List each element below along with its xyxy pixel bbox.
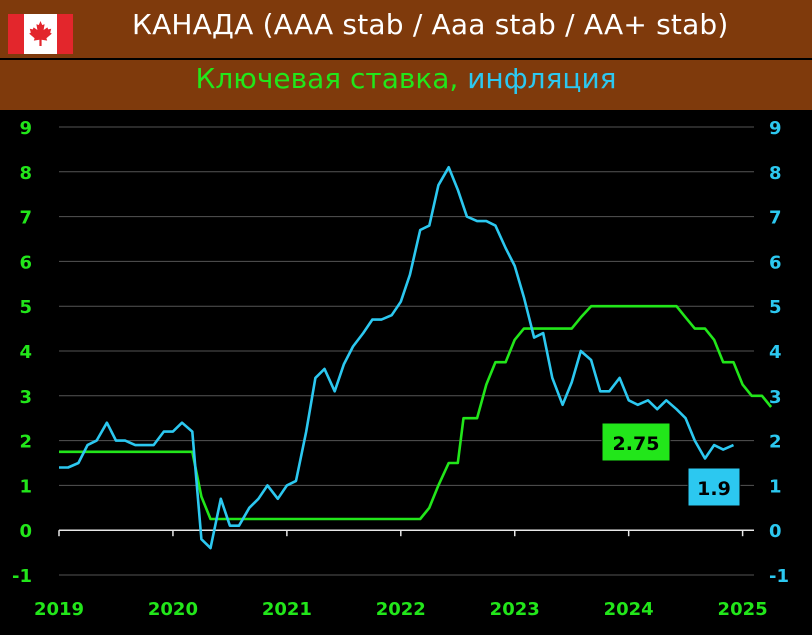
maple-leaf-icon [29,21,52,46]
y-tick-right: 5 [769,297,782,318]
x-tick-label: 2024 [604,599,654,620]
line-chart: -1 -1 0 0 1 1 2 2 3 3 4 4 5 5 6 6 7 7 8 8 9 9 2019 2020 2021 2022… [12,118,789,620]
x-tick-label: 2021 [262,599,312,620]
y-tick-left: 2 [19,432,32,453]
flag-right-bar [57,14,73,54]
y-tick-left: 9 [19,118,32,139]
y-tick-left: 8 [19,163,32,184]
y-tick-right: -1 [769,566,789,587]
canada-flag-icon [8,14,73,54]
chart-area: -1 -1 0 0 1 1 2 2 3 3 4 4 5 5 6 6 7 7 8 8 9 9 2019 2020 2021 2022… [12,112,802,622]
y-tick-left: 1 [19,476,32,497]
y-tick-right: 8 [769,163,782,184]
axes [58,529,754,537]
y-tick-left: 6 [19,252,32,273]
tick-labels: -1 -1 0 0 1 1 2 2 3 3 4 4 5 5 6 6 7 7 8 8 9 9 2019 2020 2021 2022… [12,118,789,620]
x-tick-label: 2023 [490,599,540,620]
rate-callout-box [601,422,671,462]
inflation-line [59,166,735,550]
title-band: КАНАДА (AAA stab / Aaa stab / AA+ stab) [0,0,812,60]
page-title: КАНАДА (AAA stab / Aaa stab / AA+ stab) [132,8,729,41]
x-tick-label: 2019 [34,599,84,620]
y-tick-right: 3 [769,387,782,408]
inflation-callout-box [687,467,741,507]
y-tick-right: 4 [769,342,782,363]
y-tick-right: 2 [769,432,782,453]
value-callouts: 2.75 1.9 [601,422,741,507]
y-tick-right: 0 [769,521,782,542]
rate-callout-label: 2.75 [613,433,660,455]
y-tick-left: 5 [19,297,32,318]
key-rate-line [59,304,773,521]
x-tick-label: 2020 [148,599,198,620]
header-panel: КАНАДА (AAA stab / Aaa stab / AA+ stab) … [0,0,812,110]
x-tick-label: 2022 [376,599,426,620]
series-lines [59,166,773,550]
subtitle-rate: Ключевая ставка, [195,62,459,95]
chart-subtitle: Ключевая ставка, инфляция [0,62,812,95]
y-tick-right: 7 [769,208,782,229]
x-tick-label: 2025 [718,599,768,620]
y-tick-left: 7 [19,208,32,229]
flag-left-bar [8,14,24,54]
y-tick-right: 6 [769,252,782,273]
y-tick-left: 3 [19,387,32,408]
grid-lines [59,126,754,576]
y-tick-right: 9 [769,118,782,139]
y-tick-right: 1 [769,476,782,497]
subtitle-inflation: инфляция [467,62,617,95]
y-tick-left: -1 [12,566,32,587]
y-tick-left: 4 [19,342,32,363]
inflation-callout-label: 1.9 [697,478,731,500]
y-tick-left: 0 [19,521,32,542]
